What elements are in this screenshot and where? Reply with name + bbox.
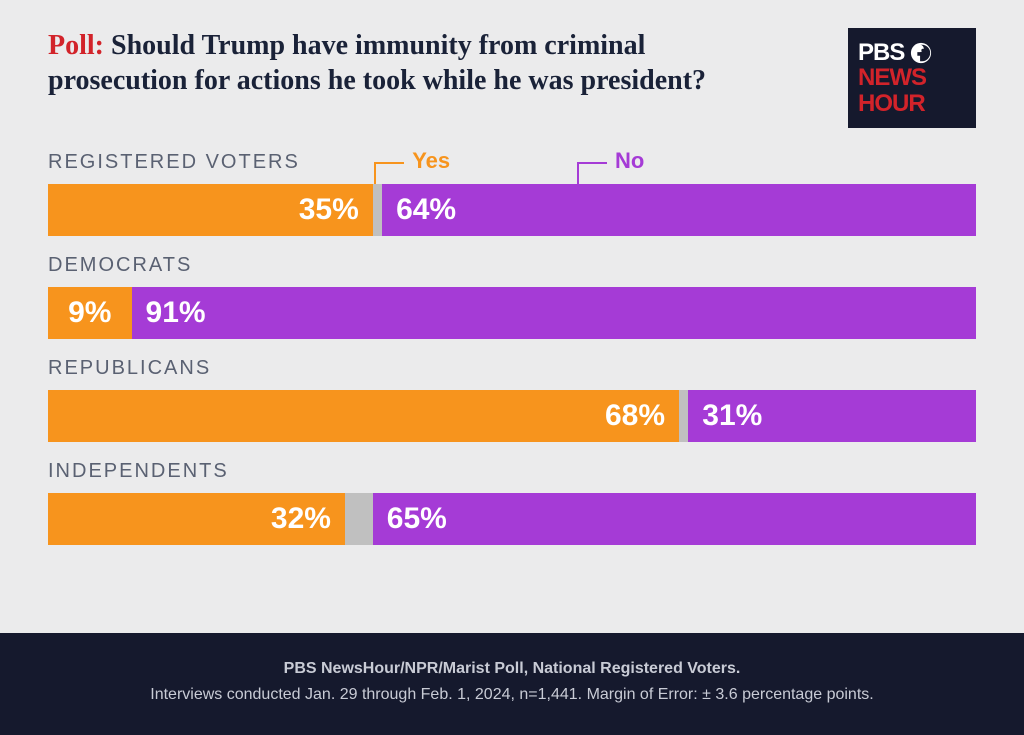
yes-value: 32% xyxy=(271,502,331,536)
logo-pbs-text: PBS xyxy=(858,40,904,65)
legend-yes-label: Yes xyxy=(412,148,450,174)
legend-no-label: No xyxy=(615,148,644,174)
no-value: 91% xyxy=(146,296,206,330)
bar-segment-no: 65% xyxy=(373,493,976,545)
stacked-bar: 68% 31% xyxy=(48,390,976,442)
legend-row: Yes No xyxy=(300,148,976,184)
chart-row: REGISTERED VOTERS Yes No 35% 64% xyxy=(48,148,976,236)
poll-label: Poll: xyxy=(48,30,104,61)
yes-value: 9% xyxy=(68,296,111,330)
yes-value: 68% xyxy=(605,399,665,433)
row-label: REGISTERED VOTERS xyxy=(48,151,300,174)
row-label: INDEPENDENTS xyxy=(48,460,976,483)
bar-segment-gap xyxy=(679,390,688,442)
chart-row: REPUBLICANS 68% 31% xyxy=(48,357,976,442)
chart-row: INDEPENDENTS 32% 65% xyxy=(48,460,976,545)
bar-segment-no: 64% xyxy=(382,184,976,236)
stacked-bar: 32% 65% xyxy=(48,493,976,545)
bar-segment-yes: 32% xyxy=(48,493,345,545)
footer-line-2: Interviews conducted Jan. 29 through Feb… xyxy=(40,683,984,707)
yes-value: 35% xyxy=(299,193,359,227)
poll-title: Poll: Should Trump have immunity from cr… xyxy=(48,28,768,98)
bar-segment-no: 31% xyxy=(688,390,976,442)
stacked-bar: 9% 91% xyxy=(48,287,976,339)
bar-segment-yes: 35% xyxy=(48,184,373,236)
legend-bracket-icon xyxy=(577,162,607,184)
footer-line-1: PBS NewsHour/NPR/Marist Poll, National R… xyxy=(40,657,984,681)
chart-area: REGISTERED VOTERS Yes No 35% 64% xyxy=(0,128,1024,633)
stacked-bar: 35% 64% xyxy=(48,184,976,236)
title-block: Poll: Should Trump have immunity from cr… xyxy=(48,28,768,98)
bar-segment-gap xyxy=(373,184,382,236)
legend-bracket-icon xyxy=(374,162,404,184)
no-value: 31% xyxy=(702,399,762,433)
footer: PBS NewsHour/NPR/Marist Poll, National R… xyxy=(0,633,1024,735)
bar-segment-no: 91% xyxy=(132,287,976,339)
legend-no: No xyxy=(577,148,644,174)
bar-segment-gap xyxy=(345,493,373,545)
bar-segment-yes: 9% xyxy=(48,287,132,339)
legend-yes: Yes xyxy=(374,148,450,174)
logo-news-text: NEWS xyxy=(858,65,966,90)
row-label: DEMOCRATS xyxy=(48,254,976,277)
header: Poll: Should Trump have immunity from cr… xyxy=(0,0,1024,128)
chart-row: DEMOCRATS 9% 91% xyxy=(48,254,976,339)
no-value: 65% xyxy=(387,502,447,536)
pbs-head-icon xyxy=(910,42,932,64)
title-text: Should Trump have immunity from criminal… xyxy=(48,30,706,96)
no-value: 64% xyxy=(396,193,456,227)
pbs-newshour-logo: PBS NEWS HOUR xyxy=(848,28,976,128)
logo-hour-text: HOUR xyxy=(858,91,966,116)
bar-segment-yes: 68% xyxy=(48,390,679,442)
poll-graphic: Poll: Should Trump have immunity from cr… xyxy=(0,0,1024,735)
row-label: REPUBLICANS xyxy=(48,357,976,380)
